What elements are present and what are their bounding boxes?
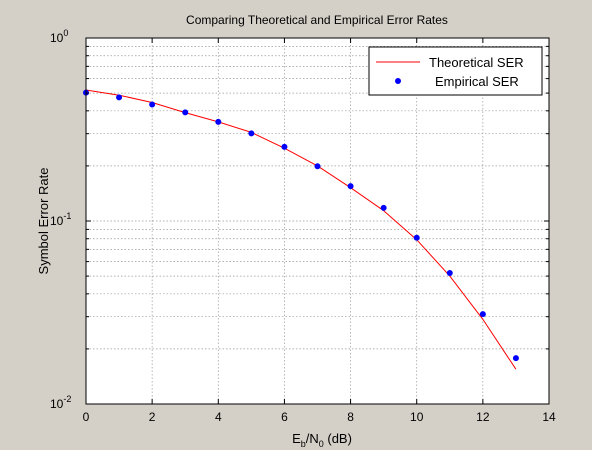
ticks (85, 38, 550, 405)
y-tick-label: 10-1 (50, 211, 71, 228)
legend-theoretical-label: Theoretical SER (429, 55, 524, 70)
empirical-ser-point (281, 143, 288, 150)
empirical-ser-point (248, 130, 255, 137)
legend-marker-swatch (395, 78, 401, 84)
x-tick-label: 14 (542, 410, 556, 424)
legend-box (368, 46, 543, 96)
theoretical-ser-line (85, 89, 517, 370)
x-axis-label: Eb/N0 (dB) (292, 431, 352, 449)
x-tick-label: 8 (347, 410, 354, 424)
empirical-ser-point (380, 204, 387, 211)
x-tick-label: 0 (83, 410, 90, 424)
empirical-ser-point (512, 355, 519, 362)
empirical-ser-point (149, 101, 156, 108)
x-tick-label: 10 (410, 410, 424, 424)
x-tick-label: 2 (149, 410, 156, 424)
y-tick-label: 10-2 (50, 394, 71, 411)
x-tick-label: 6 (281, 410, 288, 424)
empirical-ser-point (413, 234, 420, 241)
empirical-ser-point (446, 269, 453, 276)
empirical-ser-point (314, 163, 321, 170)
x-tick-labels: 0 2 4 6 8 10 12 14 (83, 410, 556, 424)
y-tick-label: 100 (50, 28, 68, 45)
y-tick-labels: 100 10-1 10-2 (50, 28, 71, 411)
legend: Theoretical SER Empirical SER (368, 46, 543, 96)
x-tick-label: 12 (476, 410, 490, 424)
y-axis-label: Symbol Error Rate (36, 168, 51, 275)
empirical-ser-point (182, 109, 189, 116)
empirical-ser-point (347, 183, 354, 190)
series-layer (83, 89, 519, 370)
empirical-ser-point (215, 118, 222, 125)
x-tick-label: 4 (215, 410, 222, 424)
legend-empirical-label: Empirical SER (435, 74, 519, 89)
empirical-ser-point (116, 94, 123, 101)
empirical-ser-point (479, 311, 486, 318)
chart-title: Comparing Theoretical and Empirical Erro… (186, 13, 448, 27)
